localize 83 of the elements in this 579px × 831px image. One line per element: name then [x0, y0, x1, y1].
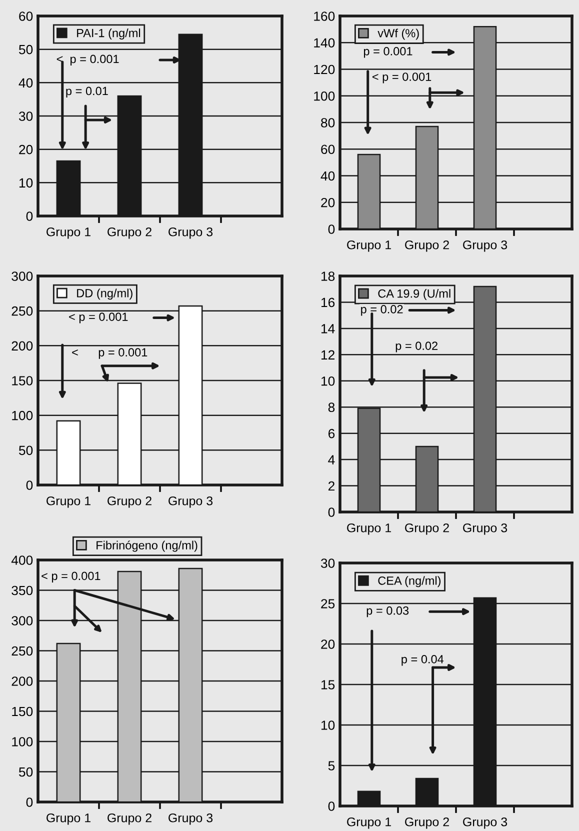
y-tick-label: 100 — [12, 410, 33, 420]
legend-label: PAI-1 (ng/ml — [77, 28, 140, 40]
x-tick-label: Grupo 1 — [46, 227, 90, 239]
y-tick-label: 120 — [314, 64, 335, 74]
y-tick-label: 200 — [12, 341, 33, 351]
legend-label: DD (ng/ml) — [77, 288, 132, 300]
x-tick-label: Grupo 2 — [108, 813, 152, 825]
legend-label: Fibrinógeno (ng/ml) — [96, 540, 198, 552]
y-tick-label: 15 — [321, 680, 335, 690]
annotation: p = 0.01 — [66, 86, 108, 98]
annotation: < p = 0.001 — [372, 72, 432, 84]
y-tick-label: 2 — [328, 481, 334, 491]
y-tick-label: 10 — [321, 720, 335, 730]
y-tick-label: 30 — [320, 558, 335, 568]
x-tick-label: Grupo 3 — [168, 813, 213, 825]
annotation: p = 0.02 — [396, 342, 438, 352]
y-tick-label: 250 — [12, 646, 33, 656]
y-tick-label: 400 — [11, 556, 33, 565]
y-tick-label: 8 — [328, 402, 335, 412]
x-tick-label: Grupo 3 — [168, 496, 213, 508]
y-tick-label: 300 — [12, 272, 33, 281]
y-tick-label: 0 — [26, 798, 33, 807]
x-tick-label: Grupo 2 — [108, 496, 152, 508]
annotation: < p = 0.001 — [42, 572, 100, 582]
x-tick-label: Grupo 1 — [46, 496, 90, 508]
annotation: < p = 0.001 — [69, 312, 128, 324]
annotation: p = 0.03 — [366, 606, 409, 618]
y-tick-label: 0 — [328, 802, 335, 811]
y-tick-label: 18 — [321, 272, 335, 281]
x-tick-label: Grupo 1 — [347, 523, 391, 535]
y-tick-label: 50 — [18, 767, 33, 777]
x-tick-label: Grupo 3 — [463, 817, 508, 829]
y-tick-label: 60 — [19, 12, 33, 21]
x-tick-label: Grupo 2 — [405, 240, 449, 252]
y-tick-label: 25 — [321, 599, 335, 608]
y-tick-label: 100 — [12, 737, 33, 746]
y-tick-label: 150 — [12, 706, 33, 716]
y-tick-label: 150 — [12, 376, 33, 386]
x-tick-label: Grupo 2 — [405, 817, 449, 829]
x-tick-label: Grupo 2 — [108, 227, 152, 239]
y-tick-label: 10 — [321, 376, 335, 386]
y-tick-label: 300 — [12, 616, 33, 626]
y-tick-label: 0 — [26, 212, 33, 221]
annotation: p = 0.02 — [361, 305, 403, 316]
x-tick-label: Grupo 1 — [46, 813, 90, 825]
y-tick-label: 12 — [321, 350, 334, 360]
y-tick-label: 250 — [12, 306, 33, 316]
y-tick-label: 0 — [26, 480, 33, 490]
x-tick-label: Grupo 3 — [463, 240, 508, 252]
x-tick-label: Grupo 2 — [405, 523, 449, 535]
x-tick-label: Grupo 3 — [463, 523, 508, 535]
annotation: p = 0.04 — [402, 655, 444, 666]
y-tick-label: 30 — [18, 112, 33, 121]
legend-label: CEA (ng/ml) — [378, 576, 441, 588]
y-tick-label: 0 — [328, 224, 335, 234]
y-tick-label: 20 — [19, 144, 33, 154]
y-tick-label: 100 — [314, 91, 335, 101]
y-tick-label: 20 — [321, 640, 335, 649]
y-tick-label: 20 — [321, 198, 335, 208]
y-tick-label: 4 — [328, 455, 335, 464]
y-tick-label: 5 — [328, 761, 335, 770]
y-tick-label: 80 — [321, 118, 335, 128]
y-tick-label: 0 — [328, 508, 335, 517]
legend-label: vWf (%) — [378, 28, 419, 40]
y-tick-label: 200 — [12, 676, 33, 686]
y-tick-label: 140 — [314, 38, 335, 48]
annotation: < p = 0.001 — [72, 348, 148, 359]
x-tick-label: Grupo 1 — [347, 240, 391, 252]
y-tick-label: 60 — [321, 144, 335, 154]
y-tick-label: 10 — [19, 178, 33, 188]
x-tick-label: Grupo 1 — [347, 817, 391, 829]
y-tick-label: 50 — [18, 446, 33, 456]
y-tick-label: 160 — [314, 12, 335, 21]
y-tick-label: 40 — [320, 171, 335, 181]
y-tick-label: 14 — [321, 324, 335, 334]
annotation: p = 0.001 — [364, 47, 412, 58]
y-tick-label: 50 — [18, 44, 33, 54]
x-tick-label: Grupo 3 — [168, 227, 213, 239]
y-tick-label: 40 — [18, 78, 33, 88]
y-tick-label: 6 — [328, 428, 335, 438]
y-tick-label: 16 — [321, 298, 335, 308]
y-tick-label: 350 — [12, 586, 33, 596]
legend-label: CA 19.9 (U/ml — [378, 289, 450, 300]
